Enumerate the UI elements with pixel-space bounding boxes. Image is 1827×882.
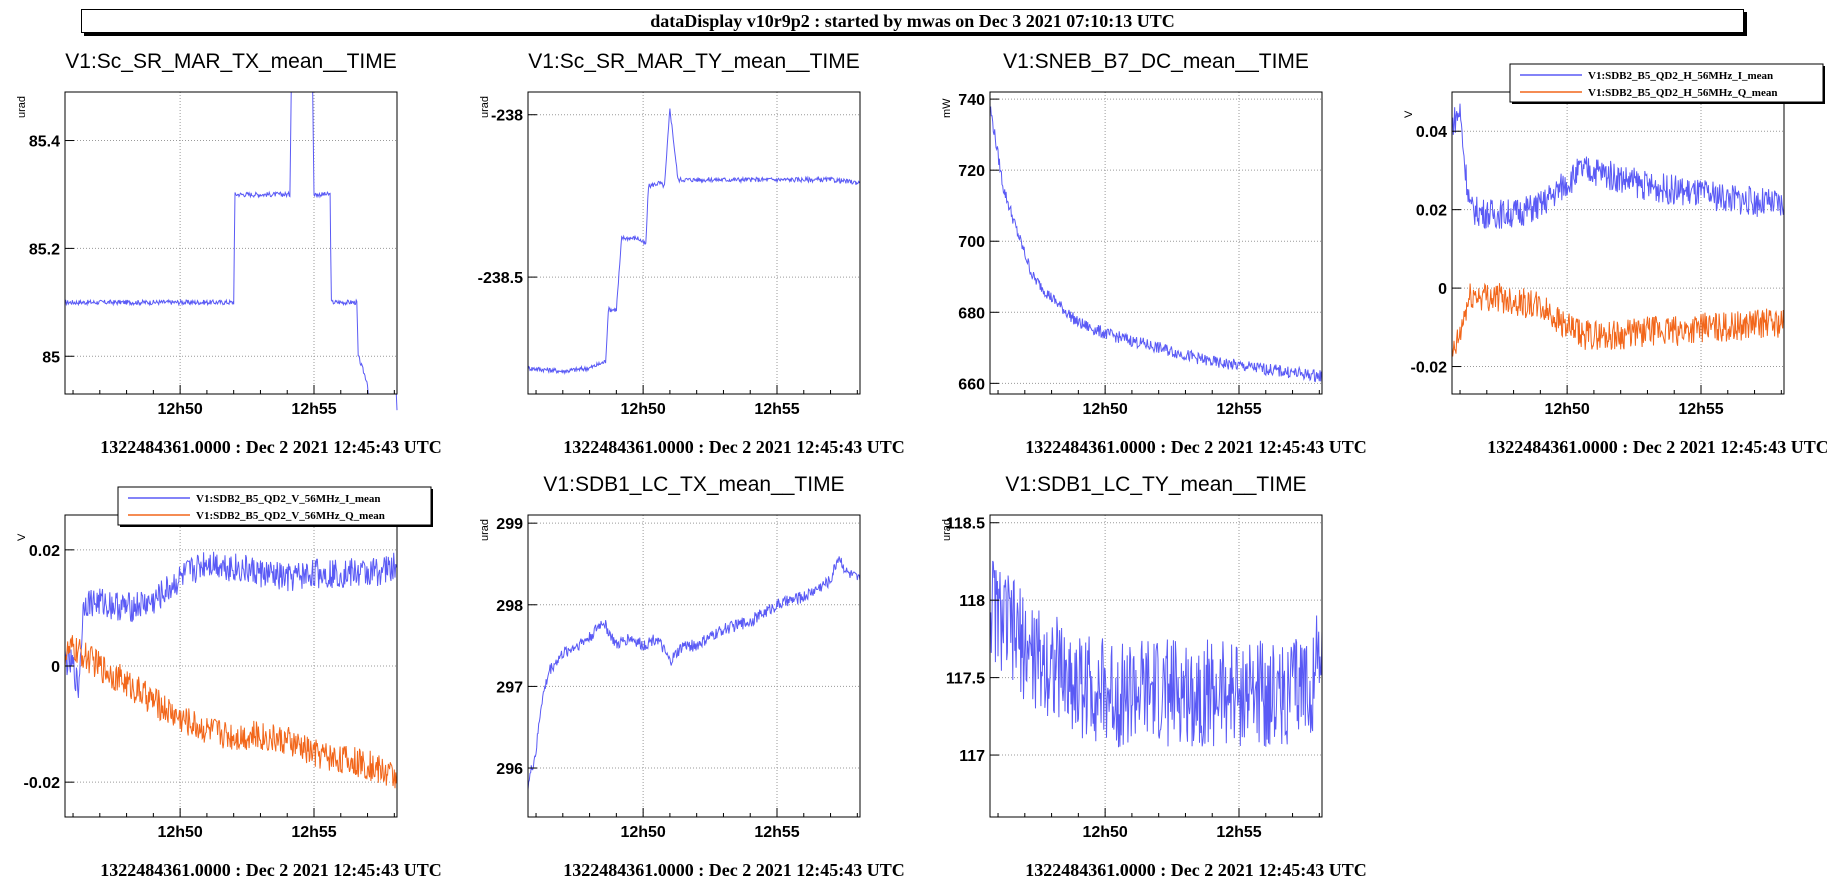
y-tick-label: 117.5 [946,671,985,688]
y-tick-label: 700 [958,234,985,251]
y-tick-label: 660 [958,376,985,393]
chart-title: V1:SDB1_LC_TX_mean__TIME [543,473,844,496]
series-line [64,551,398,698]
page-title: dataDisplay v10r9p2 : started by mwas on… [650,10,1175,31]
chart-panel: 12h50 12h55 -0.02 0 0.02V 1322484361.0000 : D… [16,486,442,880]
y-tick-label: -0.02 [1411,360,1448,377]
y-tick-label: 680 [958,305,985,322]
legend-label: V1:SDB2_B5_QD2_V_56MHz_Q_mean [196,510,385,522]
y-axis-label: V [1403,110,1415,118]
y-tick-label: 0 [51,659,60,676]
x-tick-label: 12h55 [754,401,799,418]
x-axis-label: 1322484361.0000 : Dec 2 2021 12:45:43 UT… [1025,860,1366,880]
x-tick-label: 12h55 [754,824,799,841]
chart-panel: 12h50 12h55 -0.02 0 0.02 0.04V 1322484361.0000… [1403,63,1827,457]
x-axis-label: 1322484361.0000 : Dec 2 2021 12:45:43 UT… [563,437,904,457]
legend-label: V1:SDB2_B5_QD2_H_56MHz_I_mean [1588,70,1773,82]
legend-label: V1:SDB2_B5_QD2_V_56MHz_I_mean [196,493,381,505]
x-tick-label: 12h55 [291,401,336,418]
plot-frame [64,91,398,395]
header-bar: dataDisplay v10r9p2 : started by mwas on… [81,9,1744,33]
series-line [64,635,398,789]
series-line [527,556,861,790]
y-tick-label: 85.2 [29,241,60,258]
chart-panel: 12h50 12h55 296 297 298 299 urad V1:SDB1_LC_TX_… [479,473,905,880]
chart-title: V1:Sc_SR_MAR_TX_mean__TIME [65,50,396,73]
x-tick-label: 12h50 [620,824,665,841]
plot-frame [989,514,1323,818]
x-tick-label: 12h55 [1216,401,1261,418]
chart-panel: 12h50 12h55 85 85.2 85.4 urad V1:Sc_SR_MAR_TX_… [16,50,442,457]
y-tick-label: 296 [496,761,523,778]
x-axis-label: 1322484361.0000 : Dec 2 2021 12:45:43 UT… [563,860,904,880]
y-tick-label: 720 [958,163,985,180]
y-axis-label: V [16,533,28,541]
series-line [1451,103,1785,230]
x-axis-label: 1322484361.0000 : Dec 2 2021 12:45:43 UT… [1487,437,1827,457]
y-tick-label: 118.5 [946,516,985,533]
chart-title: V1:Sc_SR_MAR_TY_mean__TIME [528,50,859,73]
x-tick-label: 12h55 [1216,824,1261,841]
x-tick-label: 12h50 [157,824,202,841]
y-tick-label: 85 [42,349,60,366]
y-tick-label: 298 [496,598,523,615]
y-tick-label: 85.4 [29,134,60,151]
y-axis-label: urad [16,96,28,118]
plot-frame [1451,91,1785,395]
y-tick-label: -238.5 [478,270,523,287]
x-tick-label: 12h50 [1544,401,1589,418]
plot-frame [527,514,861,818]
y-tick-label: 117 [959,748,985,765]
chart-title: V1:SDB1_LC_TY_mean__TIME [1005,473,1306,496]
y-tick-label: 0 [1438,281,1447,298]
x-axis-label: 1322484361.0000 : Dec 2 2021 12:45:43 UT… [1025,437,1366,457]
plot-frame [527,91,861,395]
y-axis-label: urad [941,519,953,541]
series-line [989,106,1323,383]
y-tick-label: -0.02 [24,775,61,792]
x-tick-label: 12h50 [620,401,665,418]
x-tick-label: 12h50 [157,401,202,418]
x-tick-label: 12h50 [1082,824,1127,841]
series-line [1451,282,1785,357]
series-line [527,108,861,376]
x-tick-label: 12h55 [1678,401,1723,418]
x-tick-label: 12h55 [291,824,336,841]
y-tick-label: 0.04 [1416,124,1447,141]
y-axis-label: urad [479,96,491,118]
y-tick-label: 0.02 [1416,203,1447,220]
y-tick-label: 0.02 [29,543,60,560]
y-axis-label: urad [479,519,491,541]
legend-label: V1:SDB2_B5_QD2_H_56MHz_Q_mean [1588,87,1777,99]
y-tick-label: 299 [496,516,523,533]
x-tick-label: 12h50 [1082,401,1127,418]
y-tick-label: -238 [491,108,523,125]
plot-frame [989,91,1323,395]
chart-panel: 12h50 12h55 660 680 700 720 740 mW V1:SNEB_B7_DC… [941,50,1367,457]
y-tick-label: 297 [496,679,523,696]
y-tick-label: 118 [959,593,985,610]
y-tick-label: 740 [958,92,985,109]
chart-title: V1:SNEB_B7_DC_mean__TIME [1003,50,1309,73]
series-line [989,560,1323,748]
legend-box [1509,63,1824,103]
legend-box [117,486,432,526]
x-axis-label: 1322484361.0000 : Dec 2 2021 12:45:43 UT… [100,437,441,457]
y-axis-label: mW [941,98,953,118]
series-line [64,91,398,411]
x-axis-label: 1322484361.0000 : Dec 2 2021 12:45:43 UT… [100,860,441,880]
